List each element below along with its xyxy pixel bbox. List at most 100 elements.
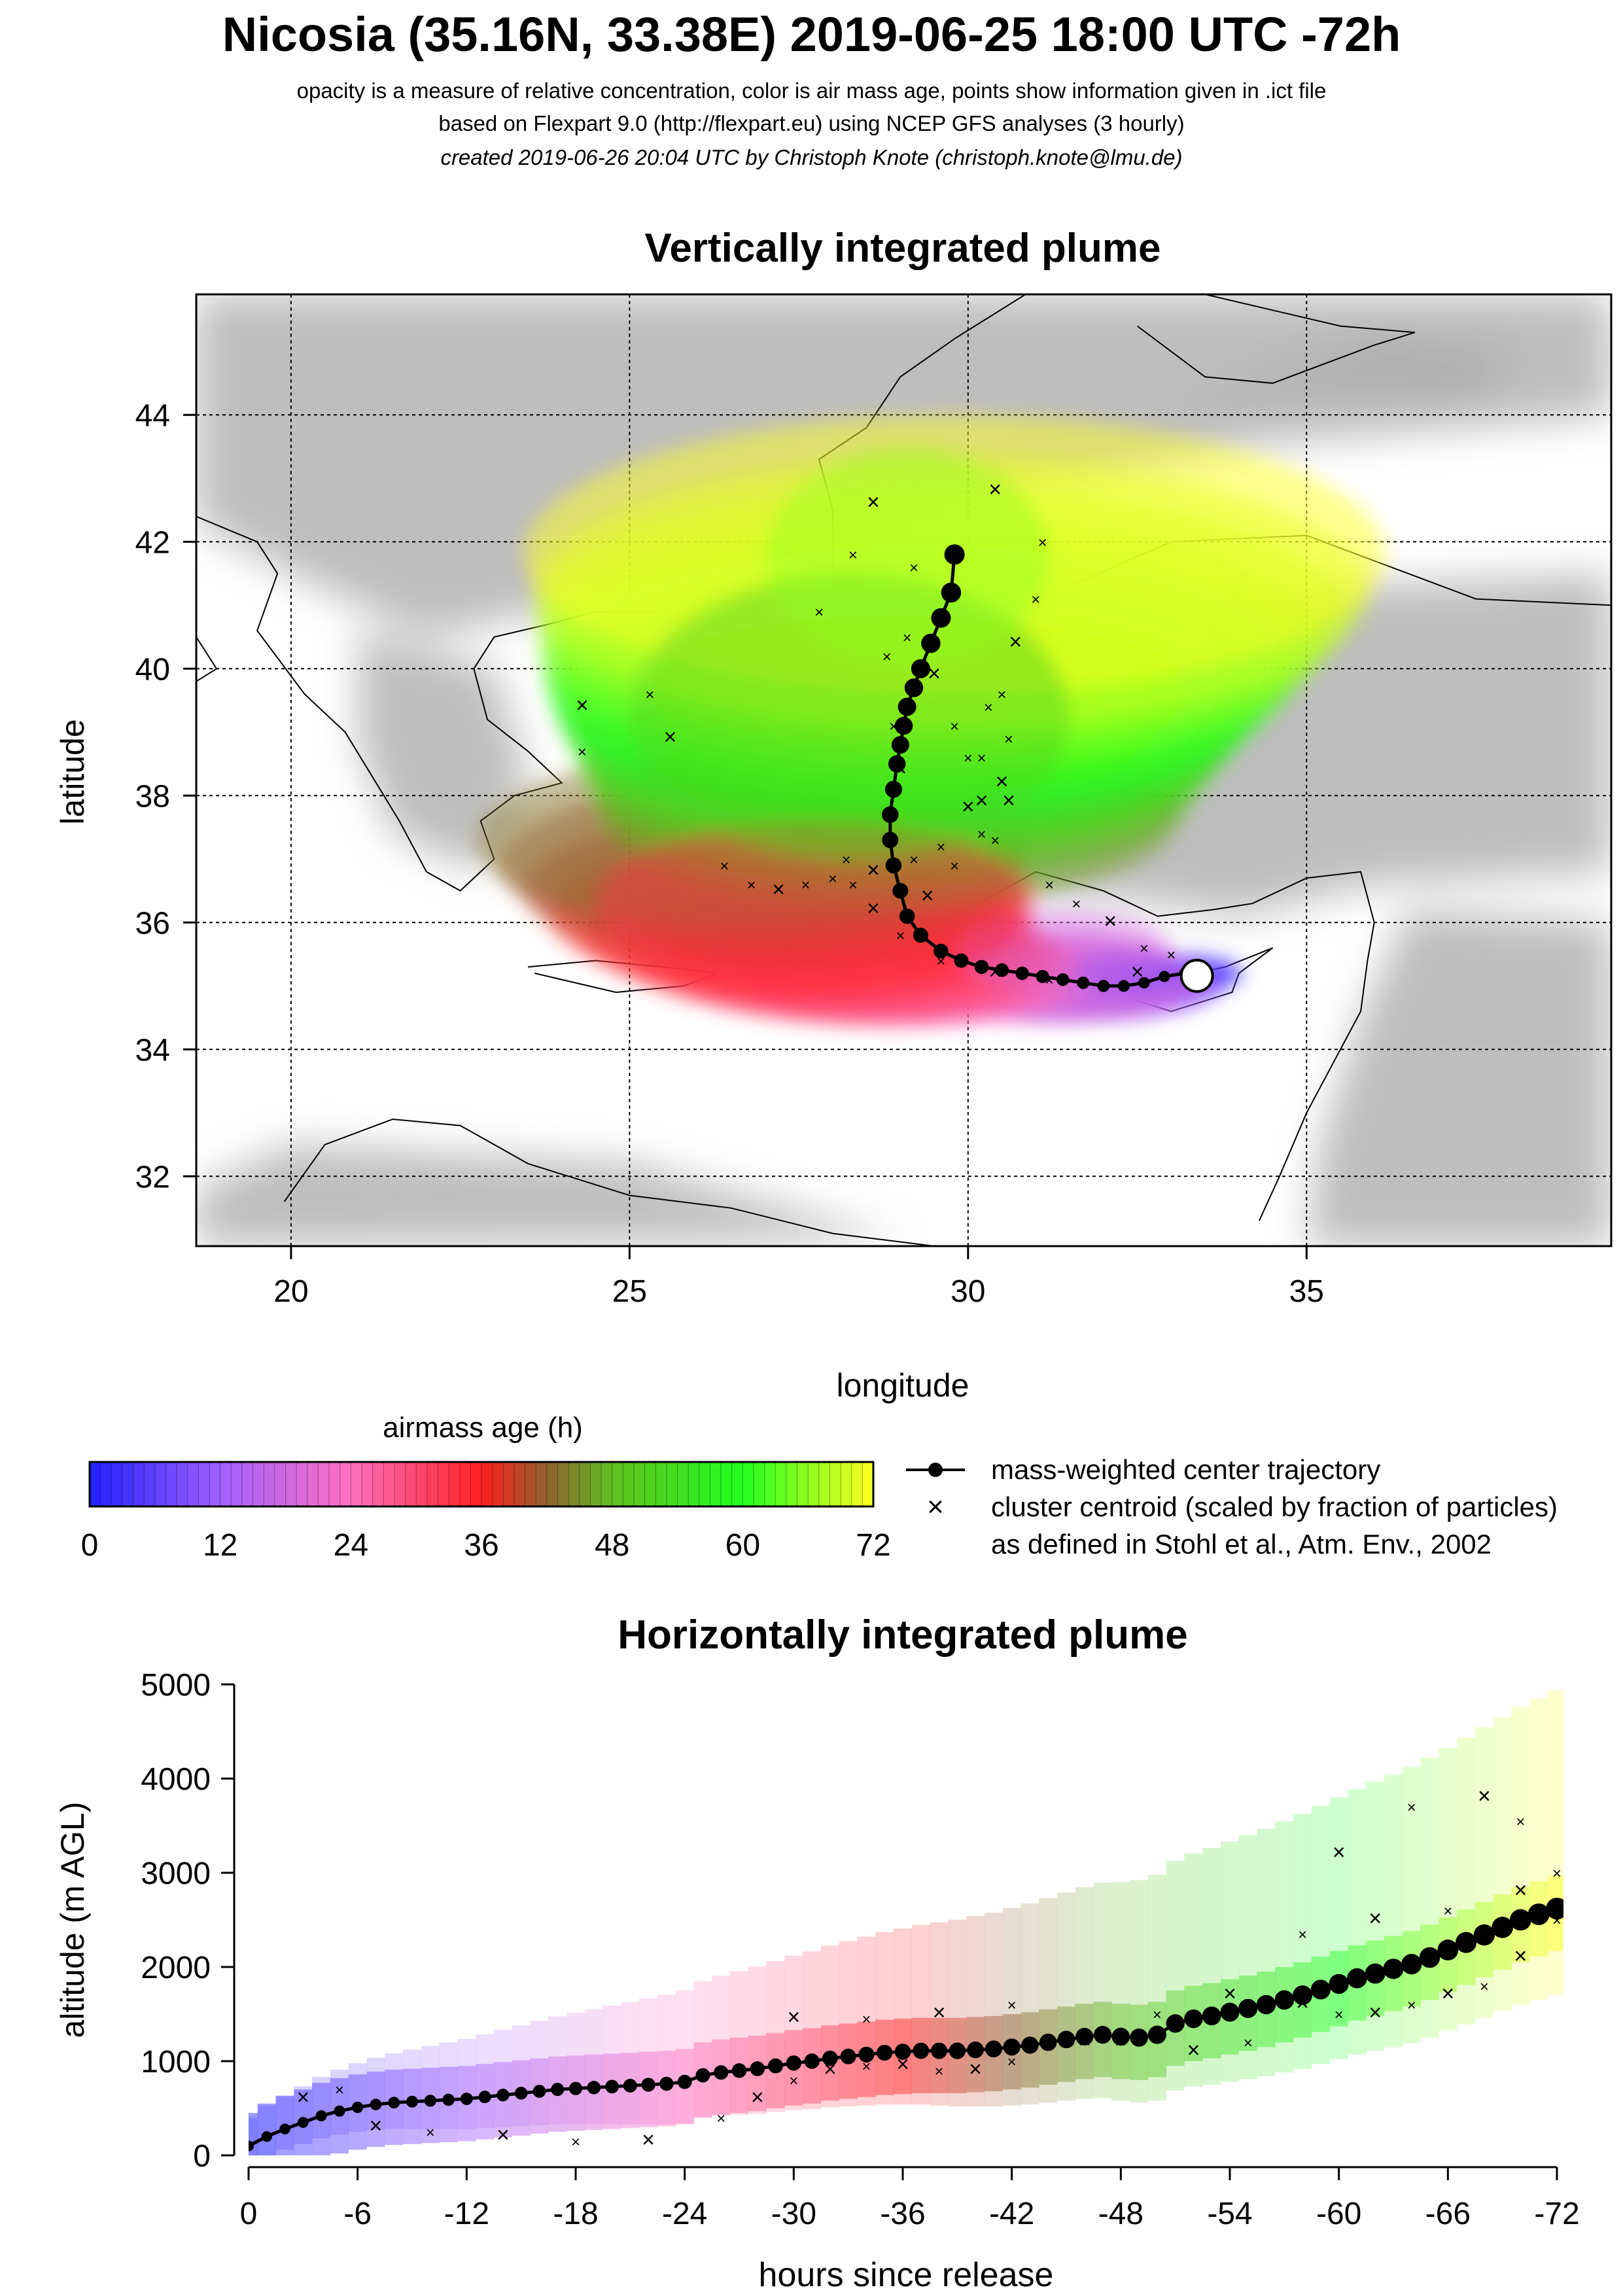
altitude-trajectory-point <box>460 2093 473 2106</box>
altitude-trajectory-point <box>1093 2026 1112 2044</box>
map-y-tick-label: 38 <box>135 779 170 814</box>
colorbar-cell <box>862 1462 874 1506</box>
map-cluster-centroid: × <box>828 870 837 888</box>
altitude-column <box>1184 1853 1203 2087</box>
map-title: Vertically integrated plume <box>644 226 1161 271</box>
legend: mass-weighted center trajectory × cluste… <box>906 1454 1558 1559</box>
colorbar-cell <box>818 1462 831 1506</box>
altitude-column <box>911 1924 930 2105</box>
altitude-column <box>1311 1805 1330 2064</box>
map-cluster-centroid: × <box>1045 877 1054 894</box>
altitude-column <box>439 2042 458 2129</box>
altitude-trajectory-point <box>1437 1939 1459 1961</box>
map-y-tick-label: 32 <box>135 1160 170 1194</box>
altitude-column <box>330 2069 349 2135</box>
colorbar-cell <box>797 1462 809 1506</box>
altitude-column <box>257 2105 276 2155</box>
colorbar-cell <box>633 1462 646 1506</box>
map-trajectory-point <box>899 908 915 924</box>
colorbar-cell <box>841 1462 852 1506</box>
altitude-column <box>1548 1690 1563 1996</box>
map-trajectory-point <box>1117 980 1130 992</box>
colorbar-cell <box>340 1462 351 1506</box>
map-cluster-centroid: × <box>867 858 880 883</box>
altitude-cluster-centroid: × <box>1298 1926 1307 1944</box>
map-trajectory-point <box>913 928 928 943</box>
colorbar-cell <box>187 1462 199 1506</box>
altitude-trajectory-point <box>1473 1924 1495 1946</box>
map-x-tick-label: 20 <box>273 1274 308 1309</box>
age-colorbar <box>89 1462 874 1506</box>
altitude-column <box>984 1912 1003 2107</box>
altitude-trajectory-point <box>659 2076 674 2091</box>
colorbar-cell <box>372 1462 384 1506</box>
colorbar-cell <box>601 1462 613 1506</box>
map-trajectory-point <box>931 608 951 628</box>
altitude-column <box>966 1916 985 2107</box>
colorbar-cell <box>133 1462 145 1506</box>
altitude-x-tick-label: -54 <box>1207 2197 1252 2231</box>
map-cluster-centroid: × <box>772 877 785 902</box>
altitude-trajectory-point <box>532 2085 546 2098</box>
map-y-tick-label: 44 <box>135 398 170 433</box>
altitude-cluster-centroid: × <box>1007 1997 1017 2015</box>
altitude-trajectory-point <box>1293 1985 1313 2006</box>
colorbar-cell <box>405 1462 417 1506</box>
altitude-column <box>294 2086 313 2144</box>
subtitle-opacity-note: opacity is a measure of relative concent… <box>296 78 1327 103</box>
altitude-trajectory-point <box>1365 1963 1386 1984</box>
altitude-column <box>657 1994 676 2125</box>
map-x-axis: 20 25 30 35 <box>273 1246 1324 1309</box>
map-cluster-centroid: × <box>1031 591 1040 609</box>
altitude-trajectory-point <box>804 2053 820 2069</box>
altitude-column <box>457 2039 476 2129</box>
map-y-tick-label: 40 <box>135 652 170 687</box>
colorbar-title: airmass age (h) <box>383 1412 583 1444</box>
map-cluster-centroid: × <box>576 693 589 718</box>
altitude-trajectory-point <box>913 2042 930 2059</box>
altitude-y-tick-label: 2000 <box>141 1951 211 1985</box>
altitude-trajectory-point <box>1057 2030 1075 2049</box>
altitude-cluster-centroid: × <box>1478 1784 1491 1809</box>
map-cluster-centroid: × <box>962 795 975 820</box>
altitude-core <box>257 2103 276 2155</box>
map-trajectory-point <box>1077 976 1090 989</box>
plume-age-region <box>765 446 1050 669</box>
altitude-column <box>275 2095 294 2150</box>
colorbar-tick-label: 72 <box>856 1528 890 1563</box>
map-area: ×××××××××××××××× ××××××××××××××××××××××××… <box>196 294 1611 1246</box>
map-trajectory-point <box>882 831 899 848</box>
land-region <box>1306 909 1611 1246</box>
map-x-tick-label: 25 <box>612 1274 647 1309</box>
altitude-center-trajectory <box>249 1898 1563 2151</box>
altitude-trajectory-point <box>1419 1947 1440 1968</box>
altitude-trajectory-point <box>1166 2014 1185 2033</box>
altitude-column <box>1002 1907 1021 2106</box>
map-cluster-centroid: × <box>990 832 1000 850</box>
altitude-trajectory-point <box>1274 1990 1295 2010</box>
altitude-trajectory-point <box>1075 2028 1094 2046</box>
altitude-column <box>1493 1717 1512 2011</box>
map-trajectory-point <box>1056 973 1070 986</box>
altitude-cluster-centroid: × <box>862 2058 871 2076</box>
altitude-column <box>1166 1860 1185 2091</box>
altitude-y-label: altitude (m AGL) <box>54 1801 91 2038</box>
altitude-trajectory-point <box>695 2068 710 2083</box>
altitude-column <box>675 1990 694 2124</box>
colorbar-cell <box>144 1462 156 1506</box>
colorbar-cell <box>264 1462 275 1506</box>
colorbar-cell <box>307 1462 319 1506</box>
altitude-x-tick-label: -42 <box>989 2197 1034 2231</box>
altitude-x-tick-label: -12 <box>444 2197 489 2231</box>
altitude-trajectory-point <box>1456 1932 1477 1953</box>
altitude-trajectory-point <box>985 2040 1002 2058</box>
map-cluster-centroid: × <box>578 743 587 761</box>
colorbar-cell <box>655 1462 667 1506</box>
map-cluster-centroid: × <box>996 769 1009 794</box>
altitude-cluster-centroid: × <box>571 2133 580 2151</box>
map-trajectory-point <box>884 780 902 798</box>
altitude-column <box>602 2006 621 2125</box>
altitude-column <box>512 2025 531 2127</box>
altitude-cluster-centroid: × <box>1514 1944 1527 1969</box>
altitude-column <box>693 1981 712 2118</box>
